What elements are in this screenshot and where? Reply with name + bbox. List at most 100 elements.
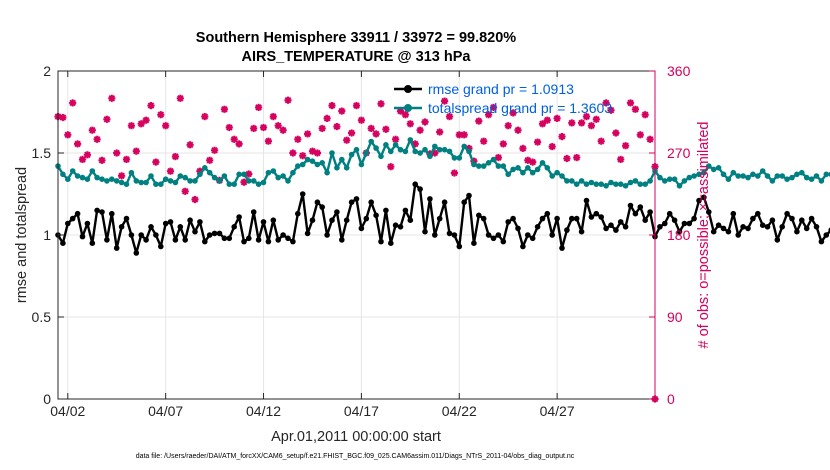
totalspread-point <box>343 165 350 171</box>
obs-point <box>401 111 409 119</box>
rmse-point <box>686 220 693 227</box>
obs-point-stroke-d2 <box>245 170 253 178</box>
obs-point-stroke-d2 <box>558 133 566 140</box>
rmse-point <box>358 225 365 232</box>
totalspread-point <box>706 163 712 169</box>
totalspread-point <box>138 179 144 186</box>
rmse-point <box>730 210 737 217</box>
obs-point-stroke-d2 <box>451 169 458 177</box>
obs-point-stroke-d2 <box>142 116 150 124</box>
obs-point-stroke-d2 <box>529 158 537 166</box>
rmse-point <box>167 219 174 225</box>
obs-point <box>367 124 375 132</box>
obs-point-stroke-d2 <box>93 135 101 143</box>
rmse-point <box>564 227 570 233</box>
rmse-point <box>476 212 482 219</box>
rmse-series <box>55 181 830 256</box>
rmse-point <box>206 232 213 238</box>
totalspread-point <box>779 173 785 179</box>
obs-point-stroke-d2 <box>406 120 414 128</box>
rmse-point <box>725 228 732 235</box>
y2-axis-ticks: 0 90 180 270 360 <box>649 63 691 407</box>
obs-point-stroke-d2 <box>607 106 615 114</box>
totalspread-point <box>539 160 546 166</box>
x-tick-label: 04/07 <box>148 403 183 419</box>
obs-point-stroke-d2 <box>636 131 644 139</box>
obs-point <box>382 125 390 133</box>
obs-point-stroke-d2 <box>98 156 106 164</box>
totalspread-point <box>715 165 722 171</box>
obs-point-stroke-d2 <box>333 123 341 130</box>
rmse-point <box>676 228 683 235</box>
obs-point-stroke-d2 <box>397 107 404 115</box>
y-axis-label: rmse and totalspread <box>14 167 30 303</box>
rmse-point <box>461 199 468 205</box>
totalspread-point <box>573 181 580 187</box>
rmse-point <box>69 215 76 222</box>
rmse-point <box>451 232 458 238</box>
obs-point <box>333 122 341 131</box>
totalspread-point <box>808 176 815 182</box>
obs-point <box>98 156 106 164</box>
totalspread-point <box>148 173 154 179</box>
y2-tick-label: 270 <box>667 145 691 161</box>
totalspread-point <box>446 148 453 155</box>
obs-point-stroke-d2 <box>460 131 468 139</box>
rmse-point <box>187 217 193 223</box>
totalspread-point <box>759 168 766 174</box>
rmse-point <box>617 219 624 225</box>
totalspread-point <box>627 179 634 186</box>
obs-point <box>514 126 522 134</box>
obs-point <box>108 94 116 102</box>
totalspread-point <box>407 137 414 143</box>
rmse-point <box>813 224 820 230</box>
obs-point <box>499 140 507 148</box>
obs-point-stroke-d2 <box>387 163 395 171</box>
obs-point <box>480 137 488 145</box>
rmse-point <box>706 209 712 215</box>
totalspread-point <box>123 181 130 187</box>
totalspread-point <box>158 181 164 187</box>
rmse-point <box>343 217 350 223</box>
obs-point-stroke-d2 <box>504 122 512 130</box>
obs-point-stroke-d2 <box>289 149 297 157</box>
totalspread-point <box>529 169 536 176</box>
rmse-point <box>153 232 159 238</box>
obs-point <box>59 113 67 122</box>
obs-point <box>563 154 571 163</box>
totalspread-point <box>564 178 570 184</box>
rmse-point <box>368 199 375 205</box>
obs-point <box>372 130 380 138</box>
totalspread-point <box>358 161 365 168</box>
rmse-point <box>495 232 502 238</box>
rmse-point <box>662 220 668 227</box>
rmse-point <box>216 230 223 237</box>
totalspread-point <box>216 178 223 184</box>
totalspread-point <box>666 176 673 182</box>
rmse-point <box>94 207 100 214</box>
obs-point <box>338 107 346 115</box>
obs-point <box>191 195 199 204</box>
totalspread-point <box>436 146 443 153</box>
rmse-point <box>417 186 423 192</box>
obs-point <box>294 135 302 143</box>
totalspread-point <box>657 174 663 181</box>
obs-point-stroke-d2 <box>186 141 194 149</box>
obs-point <box>406 120 414 128</box>
rmse-point <box>133 250 140 256</box>
legend-marker-0 <box>404 85 412 93</box>
totalspread-point <box>290 169 296 176</box>
rmse-point <box>299 191 306 197</box>
rmse-point <box>559 245 565 251</box>
totalspread-point <box>476 163 482 169</box>
totalspread-point <box>324 169 330 176</box>
rmse-point <box>65 220 71 227</box>
obs-point <box>558 133 566 141</box>
rmse-point <box>598 214 604 220</box>
totalspread-point <box>515 165 521 171</box>
totalspread-point <box>432 143 438 150</box>
obs-point-stroke-d2 <box>235 140 243 148</box>
obs-point <box>577 119 586 127</box>
rmse-point <box>158 243 164 250</box>
totalspread-point <box>270 168 277 174</box>
